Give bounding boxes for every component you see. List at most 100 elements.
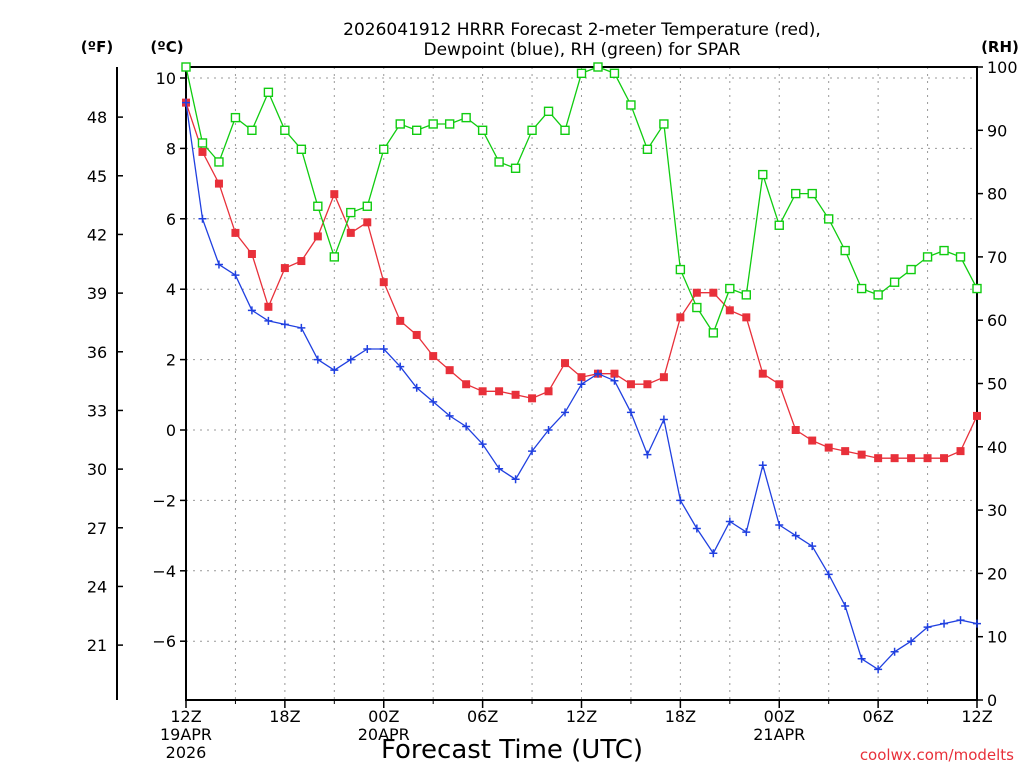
dewpoint-point [841, 602, 850, 610]
rh-point [280, 125, 290, 136]
dewpoint-point [330, 366, 339, 375]
fahrenheit-tick-label: 39 [87, 284, 107, 303]
rh-point [477, 125, 488, 136]
rh-point [741, 290, 751, 300]
temperature-point [907, 454, 916, 463]
dewpoint-point [346, 355, 355, 364]
temperature-point [725, 306, 734, 315]
dewpoint-point [429, 397, 438, 406]
dewpoint-point [511, 475, 520, 484]
x-tick-label: 12Z [170, 707, 201, 726]
x-tick-year-label: 2026 [166, 743, 207, 762]
temperature-point [676, 313, 685, 322]
dewpoint-point [363, 345, 372, 354]
temperature-point [396, 316, 405, 325]
fahrenheit-tick-label: 33 [87, 401, 107, 420]
dewpoint-point [857, 654, 866, 663]
dewpoint-point [462, 422, 471, 431]
dewpoint-point [297, 323, 306, 332]
rh-point [642, 144, 653, 154]
temperature-point [940, 454, 949, 463]
temperature-point [709, 288, 718, 297]
dewpoint-point [478, 440, 487, 449]
dewpoint-point [725, 517, 734, 526]
rh-point [873, 290, 883, 300]
dewpoint-point [379, 345, 388, 354]
temperature-point [808, 436, 817, 445]
dewpoint-point [280, 320, 289, 329]
rh-point [659, 119, 669, 129]
temperature-point [346, 228, 355, 237]
dewpoint-point [923, 623, 932, 632]
fahrenheit-tick-label: 30 [87, 460, 107, 479]
rh-tick-label: 90 [987, 121, 1007, 140]
temperature-point [330, 190, 339, 199]
rh-point [774, 220, 784, 230]
temperature-point [495, 387, 504, 396]
temperature-point [923, 454, 932, 463]
dewpoint-point [643, 450, 652, 459]
rh-point [725, 283, 735, 294]
rh-point [609, 68, 620, 79]
temperature-point [247, 250, 256, 258]
rh-point [840, 245, 850, 256]
x-tick-label: 06Z [862, 707, 893, 726]
rh-point [527, 125, 537, 136]
temperature-point [280, 264, 289, 273]
dewpoint-point [824, 570, 833, 579]
temperature-point [791, 426, 800, 434]
dewpoint-point [940, 619, 949, 628]
dewpoint-point [396, 362, 405, 371]
rh-point [510, 163, 521, 173]
temperature-point [561, 359, 570, 368]
rh-point [922, 252, 933, 262]
rh-point [955, 252, 966, 262]
rh-point [939, 245, 949, 256]
temperature-point [445, 366, 454, 375]
rh-tick-label: 70 [987, 248, 1007, 267]
dewpoint-point [808, 542, 817, 551]
temperature-point [363, 218, 372, 227]
rh-point [346, 207, 356, 218]
temperature-point [610, 369, 619, 378]
temperature-point [692, 288, 701, 297]
x-tick-label: 00Z [368, 707, 399, 726]
dewpoint-series [182, 98, 981, 674]
rh-tick-label: 100 [987, 58, 1018, 77]
rh-tick-label: 20 [987, 564, 1007, 583]
fahrenheit-tick-label: 21 [87, 636, 107, 655]
x-tick-date-label: 19APR [160, 725, 212, 744]
temperature-point [659, 373, 668, 382]
rh-point [791, 188, 801, 199]
credit-label: coolwx.com/modelts [860, 746, 1014, 764]
chart-title-line1: 2026041912 HRRR Forecast 2-meter Tempera… [343, 20, 821, 40]
temperature-point [626, 380, 635, 389]
x-tick-date-label: 21APR [753, 725, 805, 744]
dewpoint-point [231, 271, 240, 280]
celsius-tick-label: 6 [166, 210, 176, 229]
rh-tick-label: 50 [987, 375, 1007, 394]
dewpoint-point [544, 426, 553, 434]
dewpoint-point [626, 408, 635, 417]
dewpoint-point [775, 521, 784, 530]
dewpoint-point [577, 380, 586, 389]
dewpoint-point [742, 528, 751, 537]
celsius-tick-label: 10 [156, 69, 176, 88]
temperature-point [824, 443, 833, 452]
rh-series [181, 62, 982, 338]
rh-point [296, 144, 307, 154]
dewpoint-point [758, 461, 767, 470]
temperature-point [313, 232, 322, 241]
x-tick-label: 12Z [566, 707, 597, 726]
dewpoint-point [709, 549, 718, 558]
rh-point [197, 138, 208, 148]
rh-tick-label: 0 [987, 691, 997, 710]
x-tick-label: 18Z [665, 707, 696, 726]
temperature-point [890, 454, 899, 463]
dewpoint-point [956, 616, 965, 625]
x-tick-label: 06Z [467, 707, 498, 726]
dewpoint-point [692, 524, 701, 533]
chart-title-line2: Dewpoint (blue), RH (green) for SPAR [424, 40, 741, 60]
celsius-tick-label: −6 [152, 632, 176, 651]
